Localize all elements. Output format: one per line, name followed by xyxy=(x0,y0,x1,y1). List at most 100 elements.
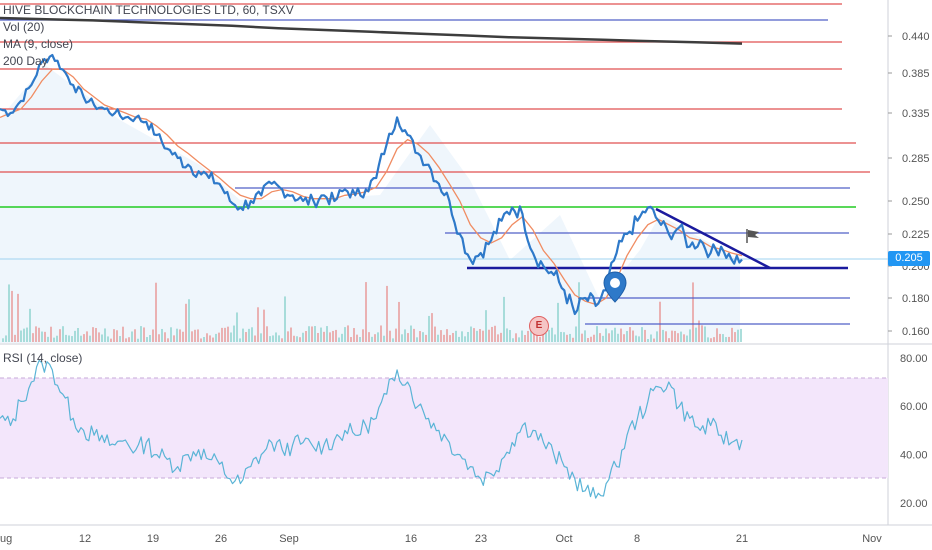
volume-bar xyxy=(353,328,355,342)
volume-bar xyxy=(158,334,160,342)
ma200-line[interactable] xyxy=(0,16,743,45)
volume-bar xyxy=(470,326,472,342)
volume-bar xyxy=(389,330,391,342)
volume-bar xyxy=(515,333,517,342)
volume-bar xyxy=(686,335,688,342)
volume-bar xyxy=(254,335,256,342)
volume-bar xyxy=(290,327,292,342)
volume-bar xyxy=(281,338,283,342)
volume-bar xyxy=(644,329,646,342)
price-axis[interactable]: 0.4400.3850.3350.2850.2500.2250.2000.180… xyxy=(888,31,930,338)
volume-bar xyxy=(455,330,457,342)
volume-bar xyxy=(269,336,271,342)
earnings-icon[interactable]: E xyxy=(529,316,549,336)
volume-bar xyxy=(107,336,109,342)
volume-bar xyxy=(587,338,589,342)
volume-bar xyxy=(503,296,505,342)
rsi-axis[interactable]: 80.00 60.00 40.00 20.00 xyxy=(900,353,928,510)
volume-bar xyxy=(488,329,490,342)
volume-bar xyxy=(377,332,379,342)
volume-bar xyxy=(164,332,166,342)
volume-bar xyxy=(626,331,628,342)
volume-bar xyxy=(617,333,619,342)
time-tick-label: 21 xyxy=(736,533,748,545)
volume-bar xyxy=(707,337,709,342)
volume-bar xyxy=(359,337,361,342)
volume-bar xyxy=(32,333,34,342)
volume-bar xyxy=(548,329,550,342)
volume-bar xyxy=(650,334,652,342)
volume-bar xyxy=(524,334,526,342)
volume-bar xyxy=(536,335,538,342)
symbol-title[interactable]: HIVE BLOCKCHAIN TECHNOLOGIES LTD, 60, TS… xyxy=(3,3,294,17)
volume-bar xyxy=(620,328,622,342)
volume-bar xyxy=(206,333,208,342)
volume-bar xyxy=(677,333,679,342)
volume-bar xyxy=(542,328,544,342)
volume-bar xyxy=(35,326,37,342)
volume-bar xyxy=(239,338,241,342)
price-line[interactable] xyxy=(0,53,743,316)
volume-bar xyxy=(710,338,712,342)
rsi-study-label[interactable]: RSI (14, close) xyxy=(3,351,83,365)
volume-bar xyxy=(176,328,178,342)
volume-bar xyxy=(38,327,40,342)
volume-bar xyxy=(545,333,547,342)
volume-bar xyxy=(662,329,664,342)
volume-bar xyxy=(227,326,229,342)
volume-bar xyxy=(251,327,253,342)
volume-bar xyxy=(734,332,736,342)
price-tick-label: 0.160 xyxy=(902,326,930,338)
volume-bar xyxy=(386,285,388,342)
volume-bar xyxy=(23,328,25,342)
volume-bar xyxy=(731,327,733,342)
volume-bar xyxy=(632,330,634,342)
price-tick-label: 0.225 xyxy=(902,229,930,241)
volume-bar xyxy=(194,329,196,342)
volume-bar xyxy=(689,329,691,342)
horizontal-lines[interactable] xyxy=(0,3,888,325)
rsi-line[interactable] xyxy=(0,359,743,499)
volume-bar xyxy=(320,327,322,342)
time-tick-label: 12 xyxy=(79,533,91,545)
volume-bar xyxy=(275,332,277,342)
volume-bar xyxy=(263,309,265,342)
volume-bar xyxy=(317,332,319,342)
volume-bar xyxy=(434,326,436,342)
volume-bar xyxy=(530,326,532,342)
map-pin-icon[interactable] xyxy=(602,270,628,304)
volume-bar xyxy=(584,330,586,342)
volume-study-label[interactable]: Vol (20) xyxy=(3,20,45,34)
volume-bar xyxy=(704,326,706,342)
flag-icon[interactable] xyxy=(745,228,761,244)
volume-bar xyxy=(95,328,97,342)
volume-bar xyxy=(563,332,565,342)
volume-bar xyxy=(341,333,343,342)
volume-bar xyxy=(197,329,199,342)
time-tick-label: ug xyxy=(0,533,12,545)
volume-bar xyxy=(161,328,163,342)
volume-bar xyxy=(137,338,139,342)
volume-bar xyxy=(635,335,637,342)
ma200-study-label[interactable]: 200 Day xyxy=(3,54,48,68)
volume-bar xyxy=(419,331,421,342)
volume-bar xyxy=(362,329,364,342)
volume-bar xyxy=(404,329,406,342)
volume-bar xyxy=(17,293,19,342)
volume-bar xyxy=(119,336,121,342)
volume-bar xyxy=(350,337,352,342)
volume-bar xyxy=(401,334,403,342)
volume-bar xyxy=(146,337,148,342)
volume-bar xyxy=(5,335,7,342)
volume-bar xyxy=(77,328,79,342)
volume-bar xyxy=(245,332,247,342)
volume-bar xyxy=(596,326,598,342)
time-tick-label: Nov xyxy=(862,533,882,545)
volume-bar xyxy=(149,334,151,342)
time-axis[interactable]: ug 12 19 26 Sep 16 23 Oct 8 21 Nov xyxy=(0,533,882,545)
volume-bar xyxy=(347,325,349,342)
descending-trend-line[interactable] xyxy=(655,207,771,270)
ma-study-label[interactable]: MA (9, close) xyxy=(3,37,74,51)
volume-bar xyxy=(641,327,643,342)
